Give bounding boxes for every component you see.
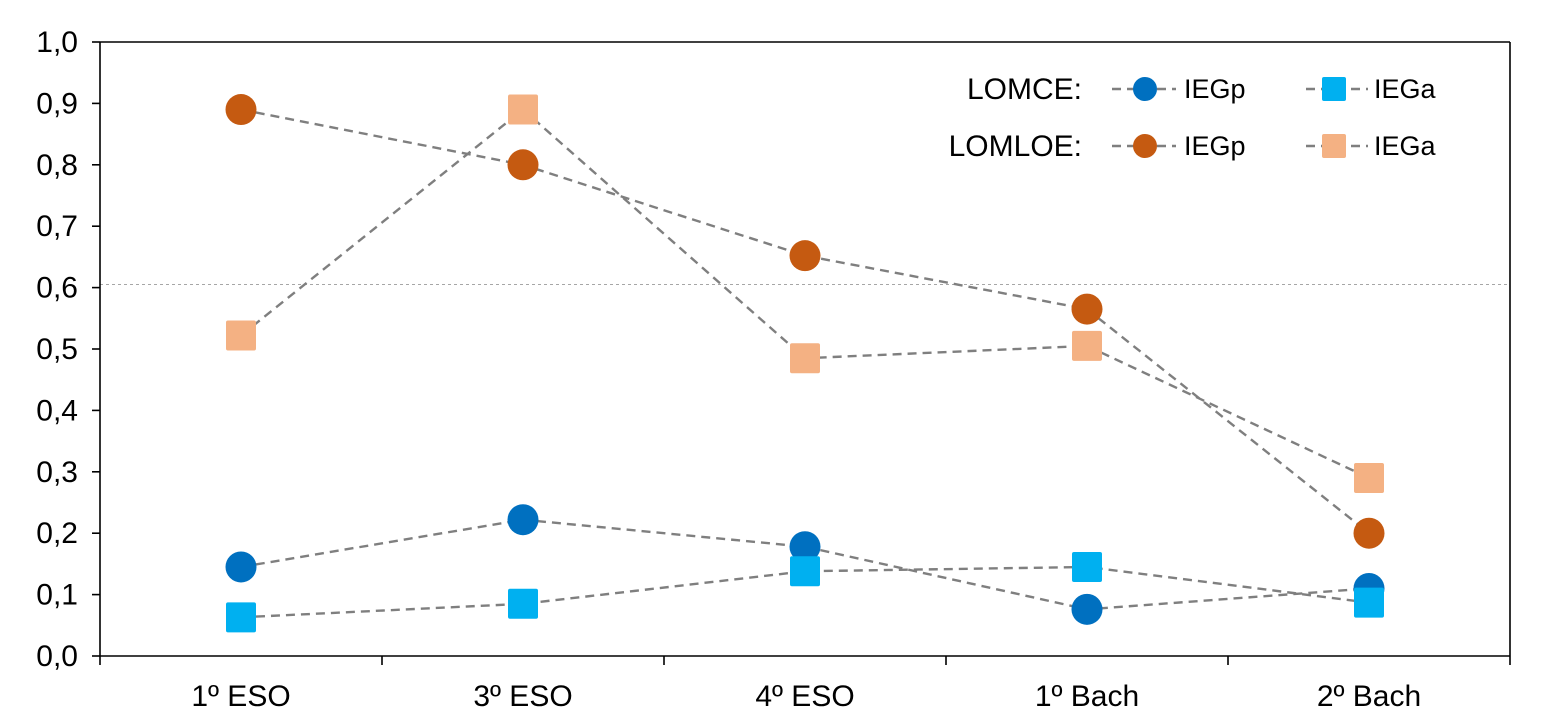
legend-group-label: LOMLOE: — [949, 130, 1082, 163]
data-point — [790, 556, 820, 587]
legend-group-label: LOMCE: — [967, 73, 1082, 106]
data-point — [1071, 293, 1103, 325]
x-category-label: 1º ESO — [191, 680, 290, 713]
y-tick-label: 0,3 — [36, 456, 78, 489]
data-point — [789, 531, 821, 563]
legend-marker — [1133, 134, 1157, 158]
data-point — [1354, 462, 1384, 493]
series-markers — [225, 94, 1385, 633]
y-tick-label: 0,9 — [36, 87, 78, 120]
data-point — [507, 504, 539, 536]
legend-marker — [1322, 134, 1346, 158]
x-category-label: 2º Bach — [1317, 680, 1421, 713]
data-point — [225, 551, 257, 583]
legend-entry-label: IEGp — [1184, 131, 1246, 161]
data-series — [225, 94, 1385, 633]
x-category-label: 3º ESO — [473, 680, 572, 713]
data-point — [790, 343, 820, 374]
y-tick-label: 0,4 — [36, 394, 78, 427]
series-line-1 — [240, 565, 1370, 619]
legend-entry-label: IEGa — [1374, 131, 1437, 161]
axes — [92, 41, 1511, 665]
y-tick-label: 0,1 — [36, 579, 78, 612]
x-category-label: 4º ESO — [755, 680, 854, 713]
data-point — [226, 320, 256, 351]
data-point — [508, 588, 538, 619]
y-tick-label: 1,0 — [36, 26, 78, 59]
y-tick-label: 0,8 — [36, 149, 78, 182]
series-line-0 — [240, 518, 1370, 611]
y-tick-label: 0,5 — [36, 333, 78, 366]
y-axis-tick-labels: 0,0 0,1 0,2 0,3 0,4 0,5 0,6 0,7 0,8 0,9 1,0 — [36, 26, 78, 673]
data-point — [507, 149, 539, 181]
x-category-label: 1º Bach — [1035, 680, 1139, 713]
y-tick-label: 0,7 — [36, 210, 78, 243]
x-axis-category-labels: 1º ESO 3º ESO 4º ESO 1º Bach 2º Bach — [191, 680, 1421, 713]
legend-entry-label: IEGa — [1374, 74, 1437, 104]
data-point — [226, 602, 256, 633]
legend: LOMCE: IEGp IEGa LOMLOE: IEGp IEGa — [949, 73, 1437, 163]
y-tick-label: 0,2 — [36, 517, 78, 550]
data-point — [508, 94, 538, 125]
legend-entry-label: IEGp — [1184, 74, 1246, 104]
data-point — [1353, 517, 1385, 549]
legend-marker — [1322, 77, 1346, 101]
data-point — [1354, 587, 1384, 618]
series-line-3 — [240, 107, 1370, 480]
legend-marker — [1133, 77, 1157, 101]
series-line-2 — [240, 108, 1370, 535]
y-tick-label: 0,0 — [36, 640, 78, 673]
data-point — [1071, 593, 1103, 625]
data-point — [1072, 551, 1102, 582]
y-tick-label: 0,6 — [36, 272, 78, 305]
data-point — [1072, 330, 1102, 361]
data-point — [789, 240, 821, 272]
data-point — [225, 94, 257, 126]
